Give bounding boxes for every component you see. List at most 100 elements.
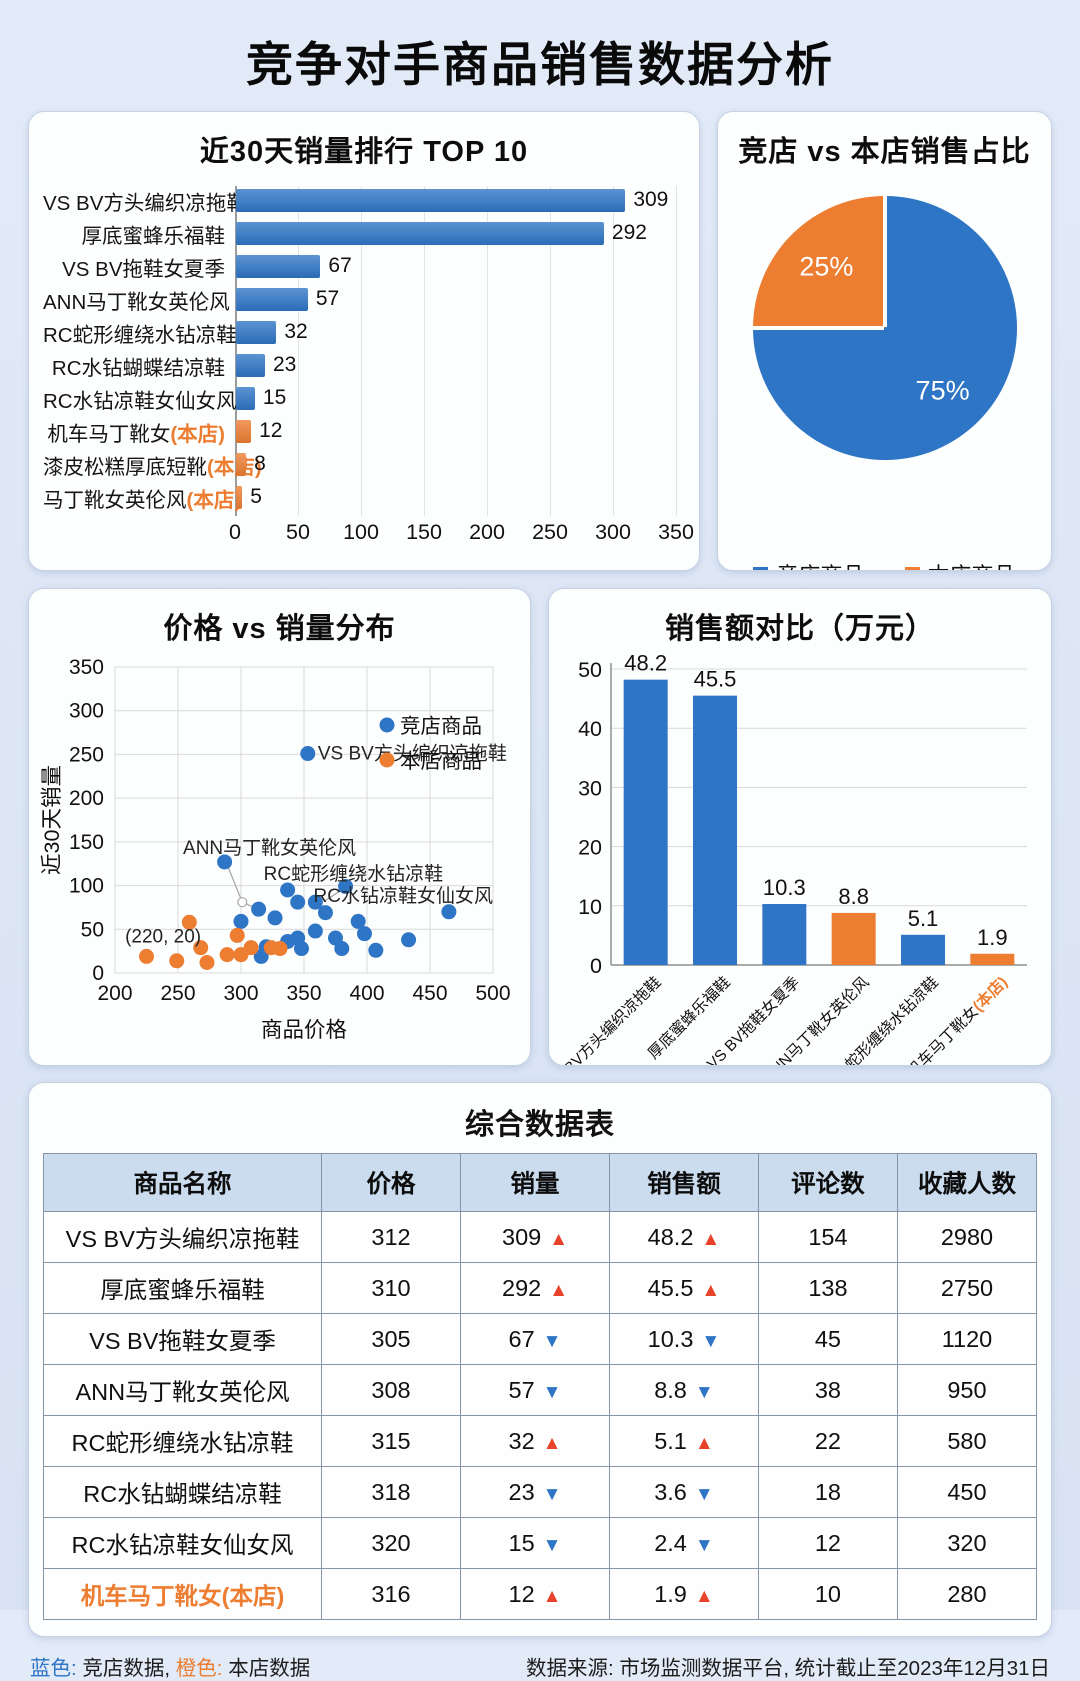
y-tick-label: 250	[69, 743, 104, 766]
column-value-label: 10.3	[763, 875, 806, 900]
gridline	[613, 186, 614, 516]
bar-ranking-chart: VS BV方头编织凉拖鞋 309 厚底蜜蜂乐福鞋 292 VS BV拖鞋女夏季 67 ANN…	[29, 184, 699, 556]
cell-reviews: 12	[757, 1517, 898, 1569]
legend-label: 竞店商品	[400, 715, 482, 738]
trend-up-icon: ▲	[549, 1279, 569, 1301]
cell-reviews: 18	[757, 1466, 898, 1518]
cell-sales: 309 ▲	[460, 1211, 610, 1263]
footer-blue-label: 蓝色:	[30, 1657, 77, 1680]
cell-favorites: 580	[896, 1415, 1038, 1467]
bar-value-label: 32	[284, 320, 308, 343]
bar-row: RC水钻蝴蝶结凉鞋 23	[43, 349, 689, 382]
bar-track: 23	[235, 349, 676, 382]
cell-product-name: RC蛇形缠绕水钻凉鞋	[42, 1415, 323, 1467]
cell-favorites: 280	[896, 1568, 1038, 1620]
cell-favorites: 1120	[896, 1313, 1038, 1365]
y-tick-label: 50	[81, 918, 104, 941]
bar	[236, 321, 277, 344]
cell-product-name: VS BV拖鞋女夏季	[42, 1313, 323, 1365]
column-bar	[970, 953, 1015, 965]
bar-value-label: 57	[315, 287, 340, 310]
x-axis-title: 商品价格	[261, 1018, 347, 1042]
legend-item: 本店商品	[904, 558, 1016, 570]
footer-orange-text: 本店数据	[222, 1657, 311, 1680]
cell-sales: 32 ▲	[460, 1415, 610, 1467]
y-tick-label: 10	[578, 895, 602, 919]
cell-price: 316	[321, 1568, 462, 1620]
table-row: 厚底蜜蜂乐福鞋 310 292 ▲ 45.5 ▲ 138 2750	[42, 1262, 1038, 1314]
scatter-point	[217, 854, 233, 870]
bar-row: VS BV拖鞋女夏季 67	[43, 250, 689, 283]
bar-row: VS BV方头编织凉拖鞋 309	[43, 184, 689, 217]
scatter-point	[441, 904, 457, 920]
gridline	[424, 186, 425, 516]
x-tick-label: 0	[229, 520, 241, 544]
y-tick-label: 0	[92, 962, 104, 985]
header-row: 商品名称 价格 销量 销售额 评论数 收藏人数	[42, 1153, 1038, 1212]
cell-revenue: 48.2 ▲	[608, 1211, 759, 1263]
column-value-label: 5.1	[908, 906, 939, 931]
trend-up-icon: ▲	[701, 1228, 721, 1250]
scatter-point	[229, 927, 245, 943]
pie-legend: 竞店商品 本店商品	[718, 558, 1051, 570]
trend-down-icon: ▼	[542, 1534, 562, 1556]
column-bar	[693, 695, 737, 965]
own-store-tag: (本店)	[170, 422, 225, 446]
panel-share-pie: 竞店 vs 本店销售占比 75% 25% 竞店商品 本店商品	[717, 111, 1052, 571]
bar	[236, 255, 321, 278]
cell-reviews: 45	[757, 1313, 898, 1365]
cell-price: 310	[321, 1262, 462, 1314]
cell-favorites: 950	[896, 1364, 1038, 1416]
column-value-label: 1.9	[977, 925, 1008, 950]
y-tick-label: 200	[69, 787, 104, 810]
y-tick-label: 30	[578, 776, 602, 800]
cell-favorites: 2750	[896, 1262, 1038, 1314]
cell-price: 320	[321, 1517, 462, 1569]
point-annotation: (220, 20)	[125, 926, 201, 947]
sales-ranking-title: 近30天销量排行 TOP 10	[199, 136, 529, 168]
data-table-head: 商品名称 价格 销量 销售额 评论数 收藏人数	[42, 1153, 1038, 1212]
pie-graphic: 75% 25%	[752, 196, 1017, 460]
trend-down-icon: ▼	[542, 1483, 562, 1505]
cell-revenue: 10.3 ▼	[608, 1313, 759, 1365]
y-tick-label: 150	[69, 831, 104, 854]
trend-down-icon: ▼	[542, 1381, 562, 1403]
column-header: 价格	[321, 1153, 462, 1212]
table-row: RC蛇形缠绕水钻凉鞋 315 32 ▲ 5.1 ▲ 22 580	[42, 1415, 1038, 1467]
dashboard-page: 竞争对手商品销售数据分析 近30天销量排行 TOP 10 VS BV方头编织凉拖…	[0, 0, 1080, 1610]
own-store-tag: (本店)	[186, 488, 242, 512]
cell-product-name: RC水钻蝴蝶结凉鞋	[42, 1466, 323, 1518]
x-tick-label: 500	[475, 982, 510, 1005]
column-header: 销量	[460, 1153, 610, 1212]
bar-value-label: 5	[250, 485, 262, 508]
cell-reviews: 154	[757, 1211, 898, 1263]
x-tick-label: 450	[412, 982, 447, 1005]
scatter-chart: 200 250 300 350 400 450 500 0 50 100 150 200 250 300 3…	[29, 653, 530, 1065]
legend-label: 本店商品	[928, 558, 1016, 570]
bar-value-label: 292	[611, 221, 647, 244]
bar-category-label: ANN马丁靴女英伦风	[43, 290, 230, 314]
legend-label: 竞店商品	[776, 558, 864, 570]
bar-value-label: 309	[633, 188, 669, 211]
bar	[236, 486, 243, 509]
table-row: RC水钻蝴蝶结凉鞋 318 23 ▼ 3.6 ▼ 18 450	[42, 1466, 1038, 1518]
scatter-point	[350, 913, 366, 929]
pie-chart: 75% 25%	[718, 196, 1051, 536]
bar-track: 15	[235, 382, 676, 415]
scatter-title: 价格 vs 销量分布	[163, 613, 396, 645]
cell-reviews: 10	[757, 1568, 898, 1620]
scatter-point	[267, 910, 283, 926]
scatter-point	[401, 932, 417, 948]
table-row: RC水钻凉鞋女仙女风 320 15 ▼ 2.4 ▼ 12 320	[42, 1517, 1038, 1569]
bar-category-label: VS BV方头编织凉拖鞋	[43, 191, 247, 215]
cell-revenue: 1.9 ▲	[608, 1568, 759, 1620]
bar-ranking-gridlines	[235, 186, 677, 516]
y-tick-label: 50	[578, 658, 602, 682]
column-header: 收藏人数	[896, 1153, 1038, 1212]
footer-orange-label: 橙色:	[170, 1657, 223, 1680]
bar	[236, 354, 265, 377]
scatter-point	[293, 941, 309, 957]
cell-favorites: 450	[896, 1466, 1038, 1518]
